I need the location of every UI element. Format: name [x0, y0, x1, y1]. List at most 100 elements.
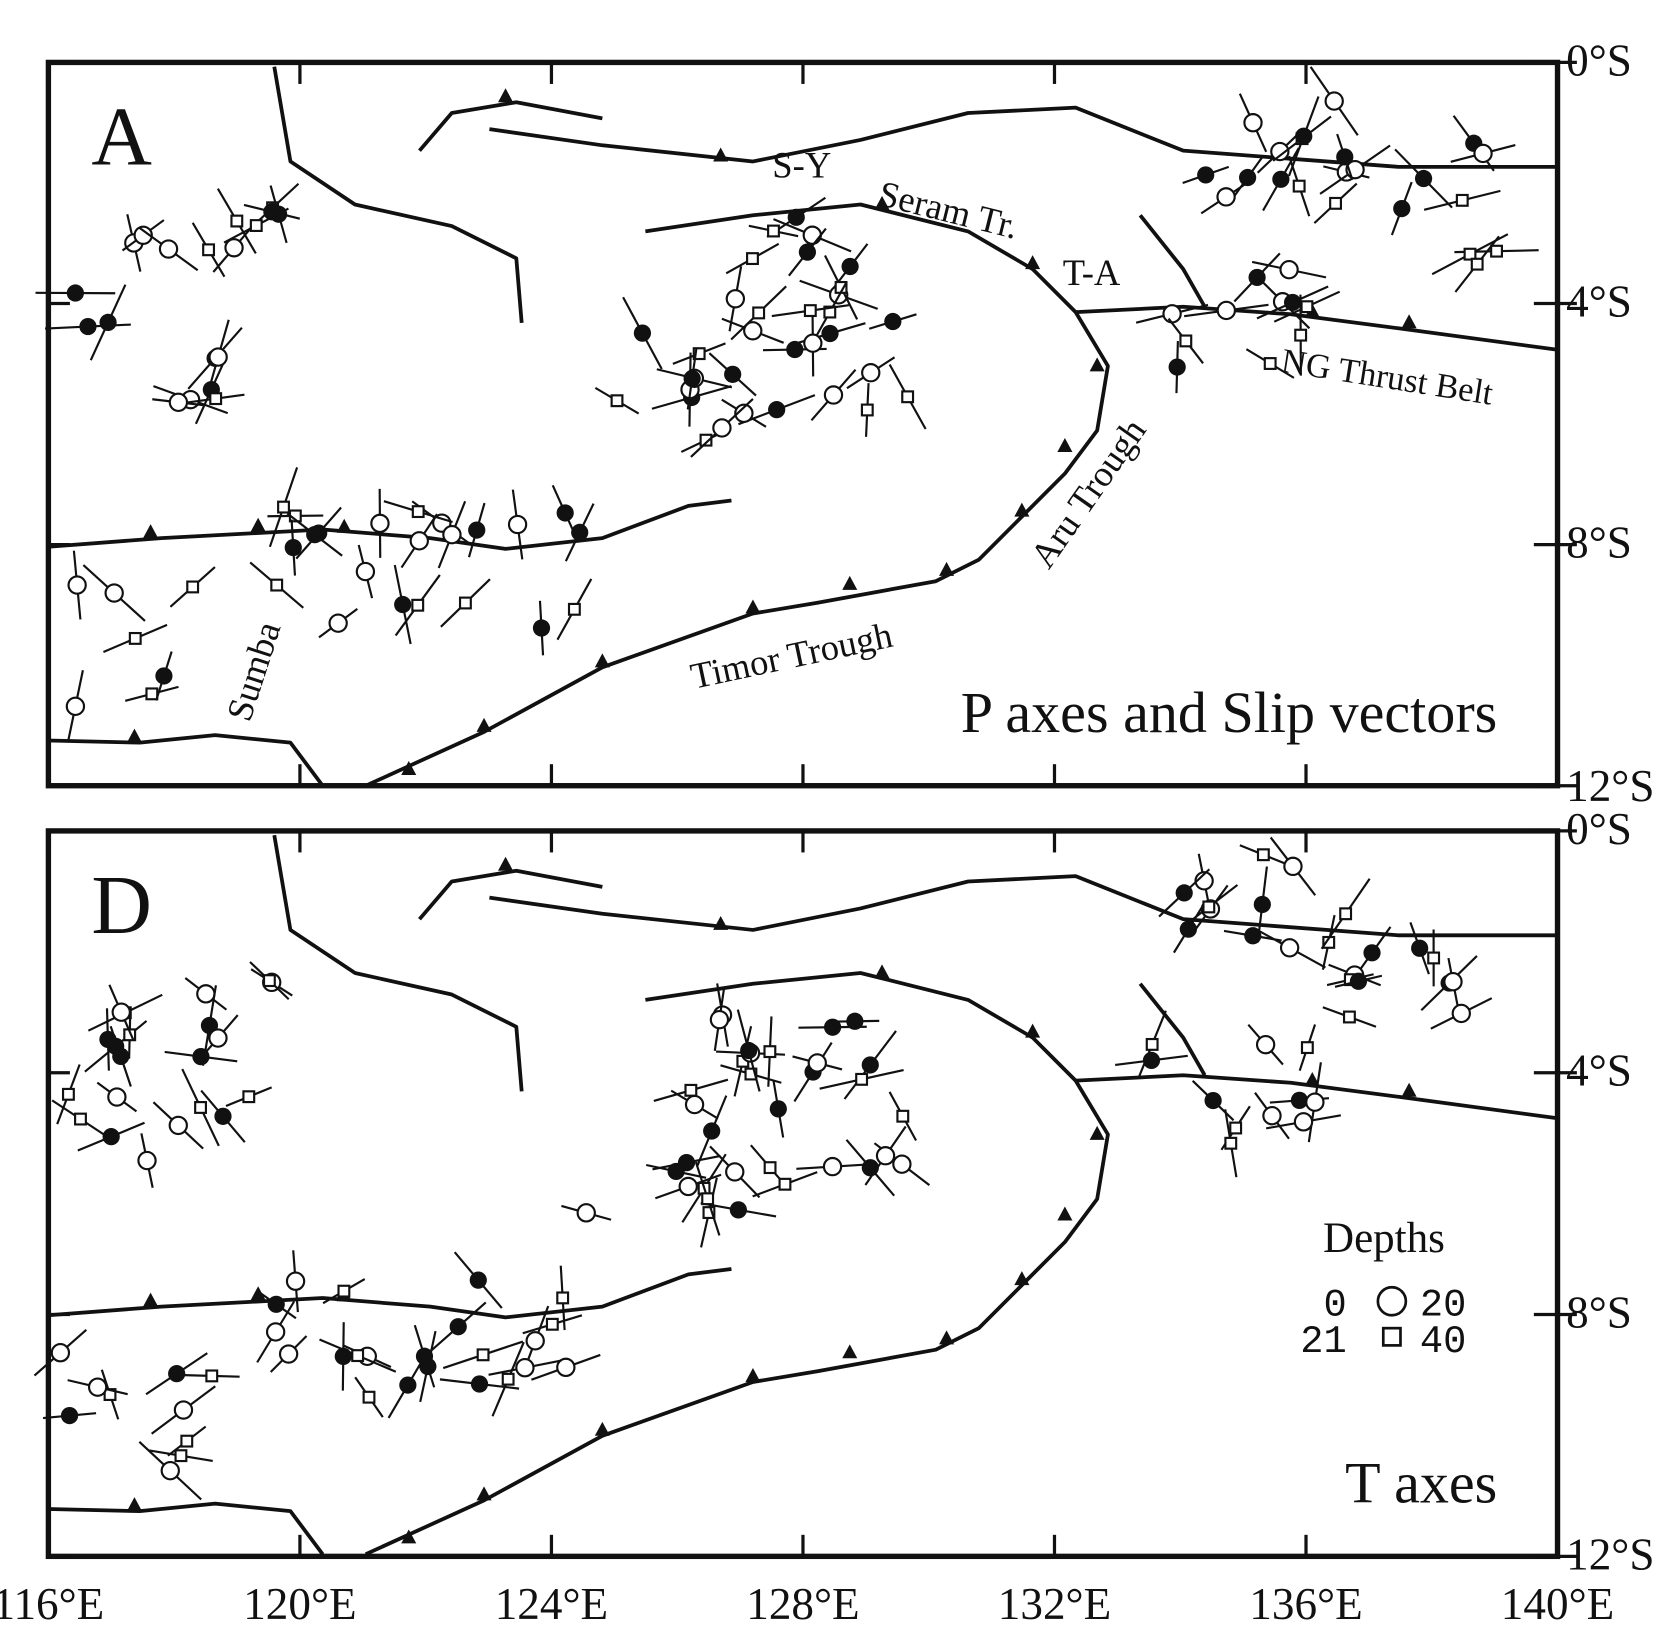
event-filled: [214, 1107, 232, 1125]
event-shallow: [328, 613, 348, 633]
event-deep: [1300, 1041, 1314, 1055]
event-filled: [469, 1271, 487, 1289]
event-filled: [1239, 168, 1257, 187]
thrust-barb: [401, 760, 417, 775]
event-deep: [1179, 334, 1193, 348]
thrust-barb: [745, 1367, 761, 1382]
event-deep: [128, 631, 142, 645]
thrust-barb: [1401, 314, 1417, 329]
event-deep: [411, 505, 425, 519]
thrust-barb: [1025, 255, 1041, 270]
event-deep: [1463, 247, 1477, 261]
event-shallow: [137, 1150, 157, 1171]
thrust-barb: [336, 518, 352, 533]
thrust-barb: [126, 728, 142, 743]
event-filled: [399, 1376, 417, 1394]
event-deep: [1292, 179, 1306, 193]
lat-label: 12°S: [1566, 761, 1654, 811]
event-filled: [419, 1357, 437, 1376]
event-deep: [1294, 328, 1308, 342]
event-deep: [249, 219, 263, 233]
event-shallow: [802, 225, 822, 245]
event-shallow: [107, 1087, 127, 1107]
event-deep: [476, 1348, 490, 1362]
event-shallow: [224, 238, 244, 258]
event-deep: [186, 580, 200, 594]
event-filled: [571, 523, 589, 542]
thrust-barb: [143, 524, 159, 539]
event-shallow: [576, 1203, 596, 1223]
event-filled: [1411, 939, 1429, 957]
event-deep: [1300, 300, 1314, 314]
event-shallow: [1243, 113, 1263, 133]
thrust-barb: [1057, 1206, 1073, 1221]
panel-title: T axes: [1345, 1451, 1497, 1516]
event-shallow: [1162, 304, 1182, 324]
event-shallow: [822, 1156, 843, 1177]
event-shallow: [67, 575, 87, 595]
event-deep: [803, 304, 817, 318]
event-shallow: [875, 1146, 896, 1166]
event-deep: [701, 1192, 715, 1206]
event-filled: [267, 1295, 285, 1313]
event-filled: [740, 1041, 758, 1060]
event-filled: [861, 1056, 879, 1074]
event-deep: [752, 306, 766, 320]
event-deep: [1145, 1037, 1159, 1051]
event-deep: [337, 1284, 351, 1298]
lon-label: 136°E: [1249, 1579, 1362, 1629]
event-shallow: [168, 1115, 188, 1136]
event-filled: [1272, 170, 1290, 188]
event-shallow: [442, 524, 462, 545]
event-filled: [112, 1047, 130, 1065]
legend-min: 0: [1323, 1283, 1346, 1327]
event-deep: [174, 1449, 188, 1463]
event-deep: [270, 578, 284, 592]
event-filled: [556, 504, 574, 522]
event-filled: [1393, 199, 1411, 218]
event-shallow: [285, 1271, 306, 1291]
event-deep: [702, 1206, 716, 1220]
event-shallow: [370, 513, 390, 534]
event-shallow: [196, 984, 216, 1004]
event-deep: [1342, 1010, 1356, 1024]
event-deep: [860, 403, 874, 417]
event-filled: [1142, 1051, 1161, 1070]
event-filled: [724, 365, 742, 383]
event-deep: [262, 974, 276, 988]
event-deep: [362, 1390, 376, 1404]
event-shallow: [709, 1009, 730, 1030]
event-filled: [841, 257, 859, 276]
fault-line: [418, 868, 603, 921]
event-deep: [61, 1087, 75, 1101]
event-shallow: [725, 289, 746, 309]
event-filled: [99, 313, 117, 332]
event-shallow: [278, 1344, 299, 1364]
event-filled: [99, 1030, 117, 1049]
event-deep: [901, 390, 915, 404]
thrust-barb: [498, 88, 514, 103]
event-filled: [1290, 1091, 1309, 1109]
event-filled: [192, 1048, 210, 1066]
event-shallow: [173, 1400, 194, 1420]
lat-label: 0°S: [1566, 804, 1632, 854]
event-filled: [846, 1012, 864, 1030]
event-filled: [449, 1318, 467, 1336]
event-deep: [242, 1090, 256, 1104]
thrust-barb: [401, 1529, 417, 1544]
event-deep: [458, 596, 472, 610]
event-deep: [692, 347, 706, 361]
fault-line: [1075, 1073, 1558, 1121]
event-deep: [767, 224, 780, 238]
event-filled: [703, 1122, 721, 1140]
event-deep: [411, 598, 425, 612]
event-deep: [194, 1101, 207, 1114]
event-deep: [145, 687, 159, 701]
fault-line: [48, 1267, 732, 1320]
event-filled: [1179, 920, 1197, 938]
event-deep: [855, 1072, 869, 1086]
event-filled: [306, 526, 324, 544]
panel-label: D: [91, 859, 152, 952]
event-deep: [1490, 244, 1503, 258]
fault-line: [418, 100, 603, 152]
